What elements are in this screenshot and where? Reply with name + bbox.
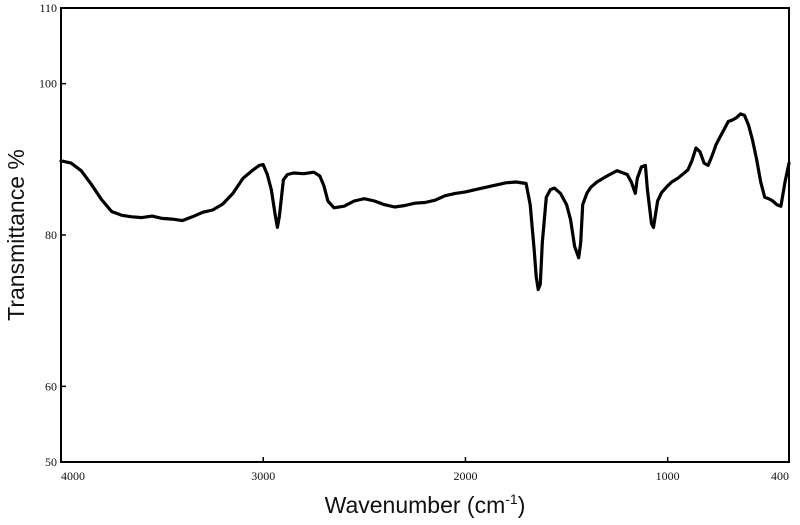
series-layer [59,112,791,292]
y-tick-label: 80 [45,228,57,242]
y-tick-label: 50 [45,455,57,469]
x-tick-label: 1000 [656,469,680,483]
x-tick-label: 2000 [453,469,477,483]
x-tick-label: 3000 [251,469,275,483]
y-tick-label: 60 [45,379,57,393]
x-tick-label: 400 [771,469,789,483]
x-axis-ticks: 4000 3000 2000 1000 400 [60,457,790,483]
x-axis-title-superscript: -1 [505,491,518,507]
x-axis-title-main: Wavenumber (cm [325,492,506,518]
transmittance-series-line [59,112,791,292]
y-axis-title: Transmittance % [3,149,29,321]
plot-frame [60,7,790,463]
x-axis-title: Wavenumber (cm-1) [325,491,526,518]
y-tick-label: 110 [39,1,57,15]
y-tick-label: 100 [39,77,57,91]
x-axis-title-end: ) [518,492,526,518]
x-tick-label: 4000 [61,469,85,483]
